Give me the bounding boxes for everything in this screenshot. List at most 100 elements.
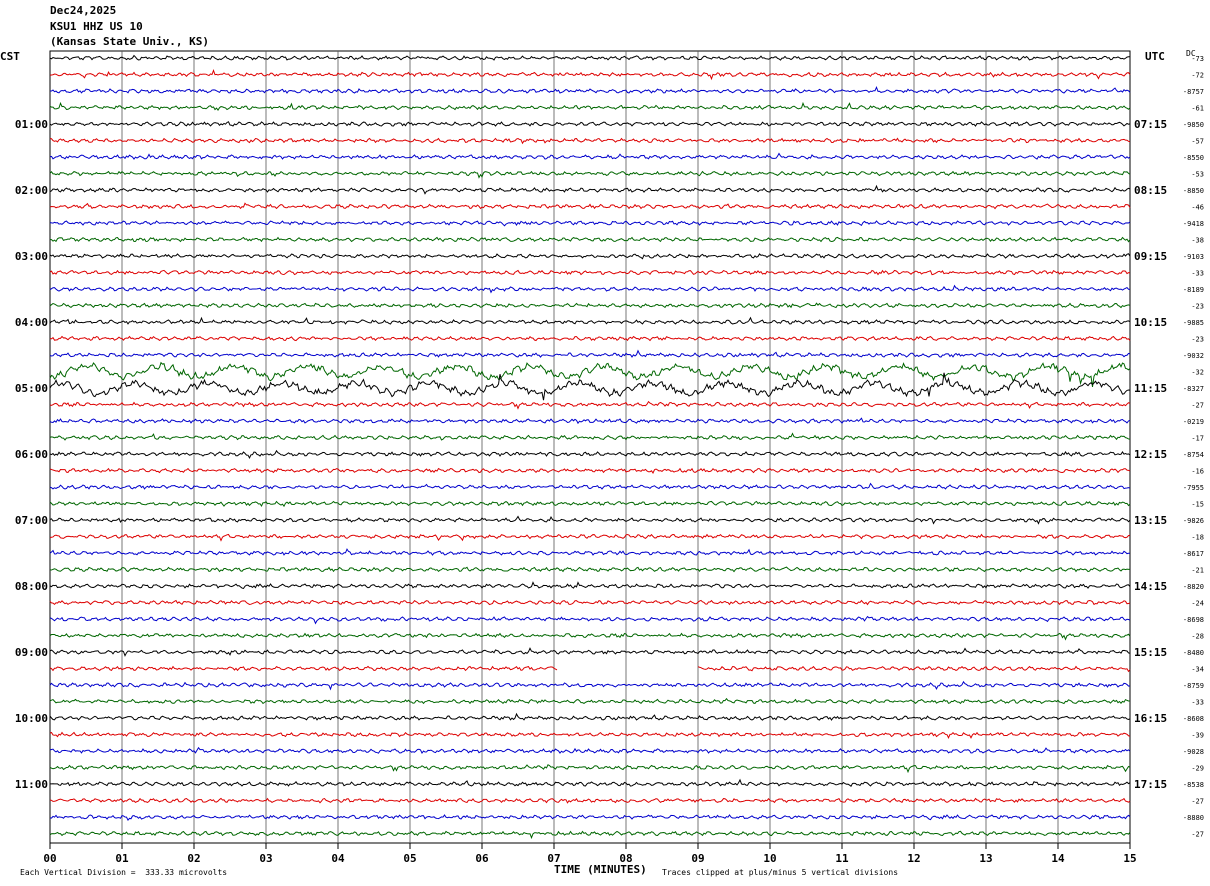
left-hour-label: 02:00 xyxy=(15,184,48,197)
seismic-trace-row xyxy=(49,548,1131,556)
seismic-trace-row xyxy=(49,121,1131,127)
left-hour-label: 09:00 xyxy=(15,646,48,659)
seismic-trace-row xyxy=(49,361,1131,387)
seismic-trace-row xyxy=(49,54,1131,61)
dc-offset-label: -34 xyxy=(1191,666,1204,674)
x-tick-label: 07 xyxy=(547,852,560,865)
x-tick-label: 11 xyxy=(835,852,849,865)
dc-offset-label: -8617 xyxy=(1183,550,1204,558)
seismic-trace-row xyxy=(49,680,1131,691)
left-hour-label: 11:00 xyxy=(15,778,48,791)
right-hour-label: 14:15 xyxy=(1134,580,1167,593)
x-tick-label: 10 xyxy=(763,852,776,865)
seismic-trace-row xyxy=(49,778,1131,787)
dc-offset-label: -9032 xyxy=(1183,352,1204,360)
seismic-trace-row xyxy=(49,467,1131,474)
dc-offset-label: -32 xyxy=(1191,369,1204,377)
minute-grid xyxy=(49,50,1131,849)
right-hour-label: 09:15 xyxy=(1134,250,1167,263)
x-tick-label: 06 xyxy=(475,852,489,865)
seismic-trace-row xyxy=(49,449,1131,459)
seismic-trace-row xyxy=(49,746,1131,755)
seismic-trace-row xyxy=(49,697,1130,705)
clip-note: Traces clipped at plus/minus 5 vertical … xyxy=(662,868,899,877)
right-timezone-label: UTC xyxy=(1145,50,1165,63)
station-location: (Kansas State Univ., KS) xyxy=(50,35,209,48)
dc-offset-label: -8757 xyxy=(1183,88,1204,96)
seismic-trace-row xyxy=(49,152,1131,160)
dc-offset-label: -24 xyxy=(1191,600,1204,608)
x-tick-label: 08 xyxy=(619,852,632,865)
dc-offset-label: -8327 xyxy=(1183,385,1204,393)
left-hour-label: 06:00 xyxy=(15,448,48,461)
dc-offset-label: -23 xyxy=(1191,303,1204,311)
seismic-trace-row xyxy=(49,400,1131,410)
seismic-trace-row xyxy=(49,712,1131,721)
right-hour-label: 16:15 xyxy=(1134,712,1167,725)
left-hour-label: 08:00 xyxy=(15,580,48,593)
dc-offset-label: -46 xyxy=(1191,204,1204,212)
dc-offset-header: DC xyxy=(1186,49,1196,58)
dc-offset-label: -8850 xyxy=(1183,187,1204,195)
dc-offset-label: -9028 xyxy=(1183,748,1204,756)
seismic-trace-row xyxy=(49,184,1131,195)
x-tick-label: 00 xyxy=(43,852,56,865)
right-hour-label: 12:15 xyxy=(1134,448,1167,461)
dc-offset-label: -15 xyxy=(1191,501,1204,509)
dc-offset-label: -0219 xyxy=(1183,418,1204,426)
dc-offset-label: -16 xyxy=(1191,468,1204,476)
left-hour-label: 03:00 xyxy=(15,250,48,263)
seismic-trace-row xyxy=(49,220,1131,227)
x-tick-label: 14 xyxy=(1051,852,1065,865)
right-hour-label: 08:15 xyxy=(1134,184,1167,197)
seismic-trace-row xyxy=(49,500,1131,508)
seismic-trace-row xyxy=(49,349,1131,358)
dc-offset-label: -33 xyxy=(1191,699,1204,707)
right-hour-label: 13:15 xyxy=(1134,514,1167,527)
seismic-trace-row xyxy=(49,417,1131,425)
dc-offset-label: -8189 xyxy=(1183,286,1204,294)
x-tick-label: 05 xyxy=(403,852,416,865)
seismic-trace-row xyxy=(49,566,1131,573)
seismic-trace-row xyxy=(49,581,1131,590)
dc-offset-label: -9103 xyxy=(1183,253,1204,261)
left-hour-label: 07:00 xyxy=(15,514,48,527)
x-tick-label: 13 xyxy=(979,852,992,865)
seismic-trace-row xyxy=(49,269,1131,276)
x-tick-label: 02 xyxy=(187,852,200,865)
x-tick-label: 03 xyxy=(259,852,272,865)
dc-offset-label: -8759 xyxy=(1183,682,1204,690)
seismic-trace-row xyxy=(49,647,1131,657)
dc-offset-label: -9885 xyxy=(1183,319,1204,327)
dc-offset-label: -39 xyxy=(1191,732,1204,740)
seismic-trace-row xyxy=(49,284,1131,294)
seismic-trace-row xyxy=(49,316,1131,325)
seismic-trace-row xyxy=(49,137,1131,145)
dc-offset-label: -23 xyxy=(1191,336,1204,344)
station-id: KSU1 HHZ US 10 xyxy=(50,20,143,33)
x-tick-label: 09 xyxy=(691,852,704,865)
dc-offset-label: -9418 xyxy=(1183,220,1204,228)
seismic-trace-row xyxy=(49,814,1131,821)
seismic-trace-row xyxy=(49,253,1131,260)
seismic-trace-row xyxy=(49,615,1131,625)
dc-offset-label: -18 xyxy=(1191,534,1204,542)
dc-offset-label: -21 xyxy=(1191,567,1204,575)
seismic-trace-row xyxy=(49,432,1131,441)
seismic-trace-row xyxy=(49,482,1131,490)
dc-offset-label: -29 xyxy=(1191,765,1204,773)
x-tick-label: 01 xyxy=(115,852,129,865)
seismic-trace-row xyxy=(49,665,1131,673)
seismic-trace-row xyxy=(49,515,1131,525)
seismic-trace-row xyxy=(49,599,1131,606)
dc-offset-label: -8880 xyxy=(1183,814,1204,822)
dc-offset-label: -7955 xyxy=(1183,484,1204,492)
right-hour-label: 11:15 xyxy=(1134,382,1167,395)
dc-offset-label: -27 xyxy=(1191,402,1204,410)
plot-frame xyxy=(49,50,1131,844)
dc-offset-label: -27 xyxy=(1191,798,1204,806)
seismic-trace-row xyxy=(49,830,1131,840)
seismic-trace-row xyxy=(49,632,1131,641)
dc-offset-label: -8480 xyxy=(1183,649,1204,657)
